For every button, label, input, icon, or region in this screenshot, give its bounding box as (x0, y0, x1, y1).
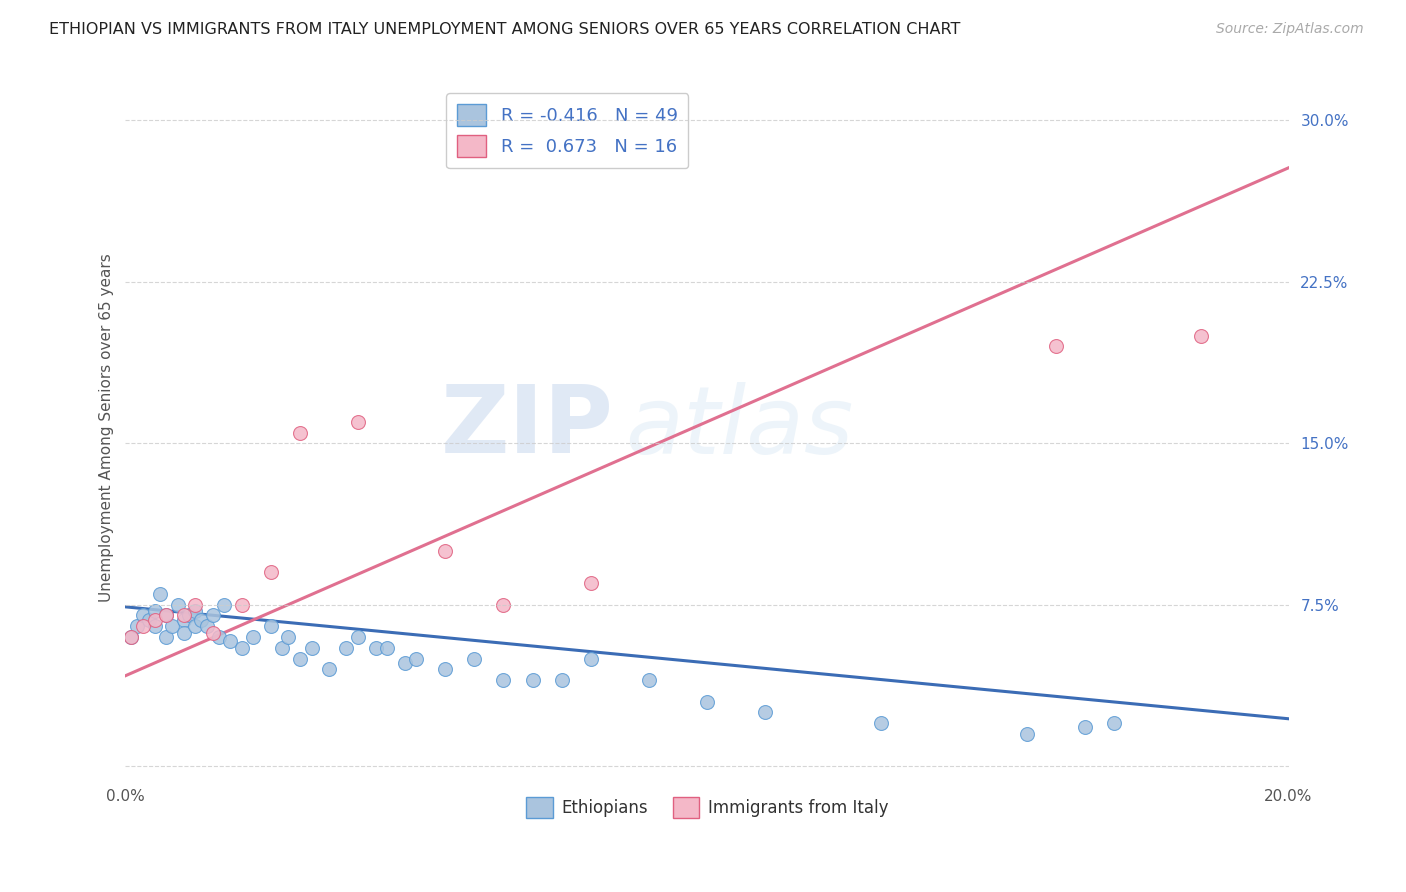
Point (166, 598, 188, 612)
Point (260, 619, 283, 633)
Point (120, 630, 142, 644)
Point (184, 604, 207, 618)
Text: ZIP: ZIP (441, 381, 614, 473)
Point (184, 598, 207, 612)
Point (1074, 720, 1097, 734)
Point (127, 619, 149, 633)
Point (434, 662, 457, 676)
Point (195, 619, 218, 633)
Point (1189, 328, 1212, 343)
Point (870, 716, 893, 731)
Point (173, 613, 195, 627)
Point (318, 662, 340, 676)
Point (1015, 727, 1038, 741)
Point (184, 619, 207, 633)
Point (219, 634, 242, 648)
Point (375, 640, 398, 655)
Point (190, 613, 212, 627)
Text: ETHIOPIAN VS IMMIGRANTS FROM ITALY UNEMPLOYMENT AMONG SENIORS OVER 65 YEARS CORR: ETHIOPIAN VS IMMIGRANTS FROM ITALY UNEMP… (49, 22, 960, 37)
Text: atlas: atlas (626, 382, 853, 473)
Point (405, 651, 427, 665)
Point (160, 619, 183, 633)
Point (335, 640, 357, 655)
Point (301, 640, 323, 655)
Point (173, 608, 195, 623)
Point (149, 587, 172, 601)
Point (522, 673, 544, 687)
Point (143, 613, 166, 627)
Point (579, 576, 602, 591)
Point (288, 651, 311, 665)
Point (1102, 716, 1125, 731)
Point (637, 673, 659, 687)
Point (132, 619, 155, 633)
Point (288, 425, 311, 440)
Point (364, 640, 387, 655)
Point (492, 673, 515, 687)
Point (277, 630, 299, 644)
Point (434, 544, 457, 558)
Point (132, 608, 155, 623)
Point (155, 608, 177, 623)
Point (207, 630, 229, 644)
Point (579, 651, 602, 665)
Legend: Ethiopians, Immigrants from Italy: Ethiopians, Immigrants from Italy (519, 791, 894, 824)
Point (143, 604, 166, 618)
Point (214, 598, 236, 612)
Point (201, 608, 224, 623)
Y-axis label: Unemployment Among Seniors over 65 years: Unemployment Among Seniors over 65 years (100, 252, 114, 601)
Point (696, 694, 718, 708)
Point (271, 640, 294, 655)
Point (1045, 339, 1067, 353)
Point (155, 608, 177, 623)
Point (173, 625, 195, 640)
Point (492, 598, 515, 612)
Point (179, 608, 201, 623)
Point (347, 630, 370, 644)
Point (754, 706, 776, 720)
Point (260, 566, 283, 580)
Point (463, 651, 485, 665)
Point (231, 640, 253, 655)
Point (143, 619, 166, 633)
Point (347, 415, 370, 429)
Point (231, 598, 253, 612)
Point (201, 625, 224, 640)
Point (394, 656, 416, 670)
Point (138, 613, 160, 627)
Point (155, 630, 177, 644)
Point (550, 673, 572, 687)
Text: Source: ZipAtlas.com: Source: ZipAtlas.com (1216, 22, 1364, 37)
Point (120, 630, 142, 644)
Point (242, 630, 264, 644)
